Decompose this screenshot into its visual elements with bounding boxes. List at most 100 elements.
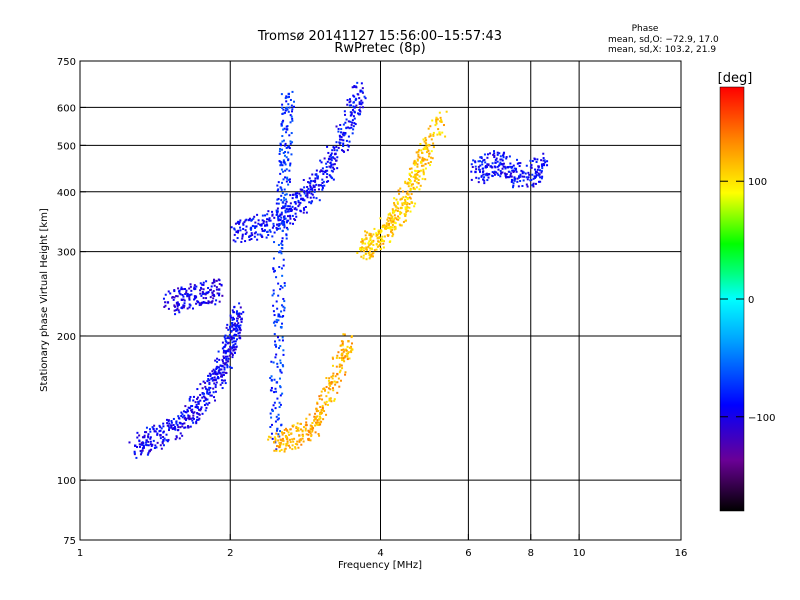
data-point: [426, 146, 429, 149]
data-point: [248, 217, 251, 220]
data-point: [164, 304, 167, 307]
data-point: [302, 426, 305, 429]
data-point: [382, 242, 385, 245]
data-point: [286, 228, 289, 231]
data-point: [281, 339, 284, 342]
data-point: [431, 119, 434, 122]
data-point: [519, 180, 522, 183]
data-point: [276, 198, 279, 201]
data-point: [231, 346, 234, 349]
data-point: [283, 448, 286, 451]
data-point: [415, 181, 418, 184]
data-point: [289, 164, 292, 167]
data-point: [227, 341, 230, 344]
data-point: [358, 97, 361, 100]
data-point: [300, 198, 303, 201]
data-point: [361, 87, 364, 90]
data-point: [205, 280, 208, 283]
data-point: [294, 219, 297, 222]
data-point: [199, 399, 202, 402]
data-point: [278, 222, 281, 225]
data-point: [393, 203, 396, 206]
data-point: [240, 312, 243, 315]
data-point: [340, 128, 343, 131]
data-point: [541, 175, 544, 178]
data-point: [425, 151, 428, 154]
data-point: [279, 443, 282, 446]
data-point: [276, 427, 279, 430]
data-point: [318, 434, 321, 437]
data-point: [429, 125, 432, 128]
data-point: [421, 152, 424, 155]
data-point: [395, 198, 398, 201]
data-point: [280, 194, 283, 197]
data-point: [165, 433, 168, 436]
data-point: [406, 182, 409, 185]
data-point: [285, 442, 288, 445]
data-point: [218, 358, 221, 361]
data-point: [188, 287, 191, 290]
data-point: [204, 293, 207, 296]
data-point: [184, 418, 187, 421]
data-point: [409, 197, 412, 200]
data-point: [475, 168, 478, 171]
data-point: [486, 153, 489, 156]
data-point: [195, 302, 198, 305]
data-point: [283, 196, 286, 199]
data-point: [472, 159, 475, 162]
data-point: [238, 326, 241, 329]
data-point: [276, 307, 279, 310]
data-point: [543, 159, 546, 162]
data-point: [516, 158, 519, 161]
data-point: [212, 372, 215, 375]
data-point: [394, 216, 397, 219]
data-point: [302, 435, 305, 438]
data-point: [309, 439, 312, 442]
data-point: [139, 453, 142, 456]
data-point: [493, 150, 496, 153]
data-point: [309, 188, 312, 191]
data-point: [311, 187, 314, 190]
data-point: [320, 161, 323, 164]
data-point: [382, 246, 385, 249]
data-point: [222, 349, 225, 352]
data-point: [305, 417, 308, 420]
data-point: [421, 156, 424, 159]
data-point: [270, 389, 273, 392]
data-point: [483, 153, 486, 156]
data-point: [317, 421, 320, 424]
data-point: [195, 403, 198, 406]
data-point: [207, 302, 210, 305]
data-point: [217, 288, 221, 291]
data-point: [217, 377, 220, 380]
data-point: [279, 250, 282, 253]
data-point: [285, 125, 288, 128]
data-point: [233, 333, 236, 336]
data-point: [147, 435, 150, 438]
data-point: [331, 357, 334, 360]
data-point: [280, 310, 283, 313]
data-point: [197, 400, 200, 403]
data-point: [210, 301, 213, 304]
data-point: [282, 151, 285, 154]
data-point: [422, 164, 425, 167]
data-point: [424, 136, 427, 139]
data-point: [365, 231, 368, 234]
data-point: [502, 156, 505, 159]
x-axis: 1 2 4 6 8 10 16: [77, 534, 687, 559]
data-point: [337, 130, 340, 133]
data-point: [274, 343, 277, 346]
data-point: [222, 362, 225, 365]
data-point: [159, 429, 162, 432]
data-point: [271, 226, 274, 229]
data-point: [252, 217, 255, 220]
data-point: [256, 233, 259, 236]
data-point: [282, 112, 285, 115]
data-point: [283, 111, 286, 114]
data-point: [297, 429, 300, 432]
data-point: [546, 164, 549, 167]
data-point: [304, 429, 307, 432]
data-point: [311, 428, 314, 431]
data-point: [230, 366, 233, 369]
data-point: [319, 405, 322, 408]
